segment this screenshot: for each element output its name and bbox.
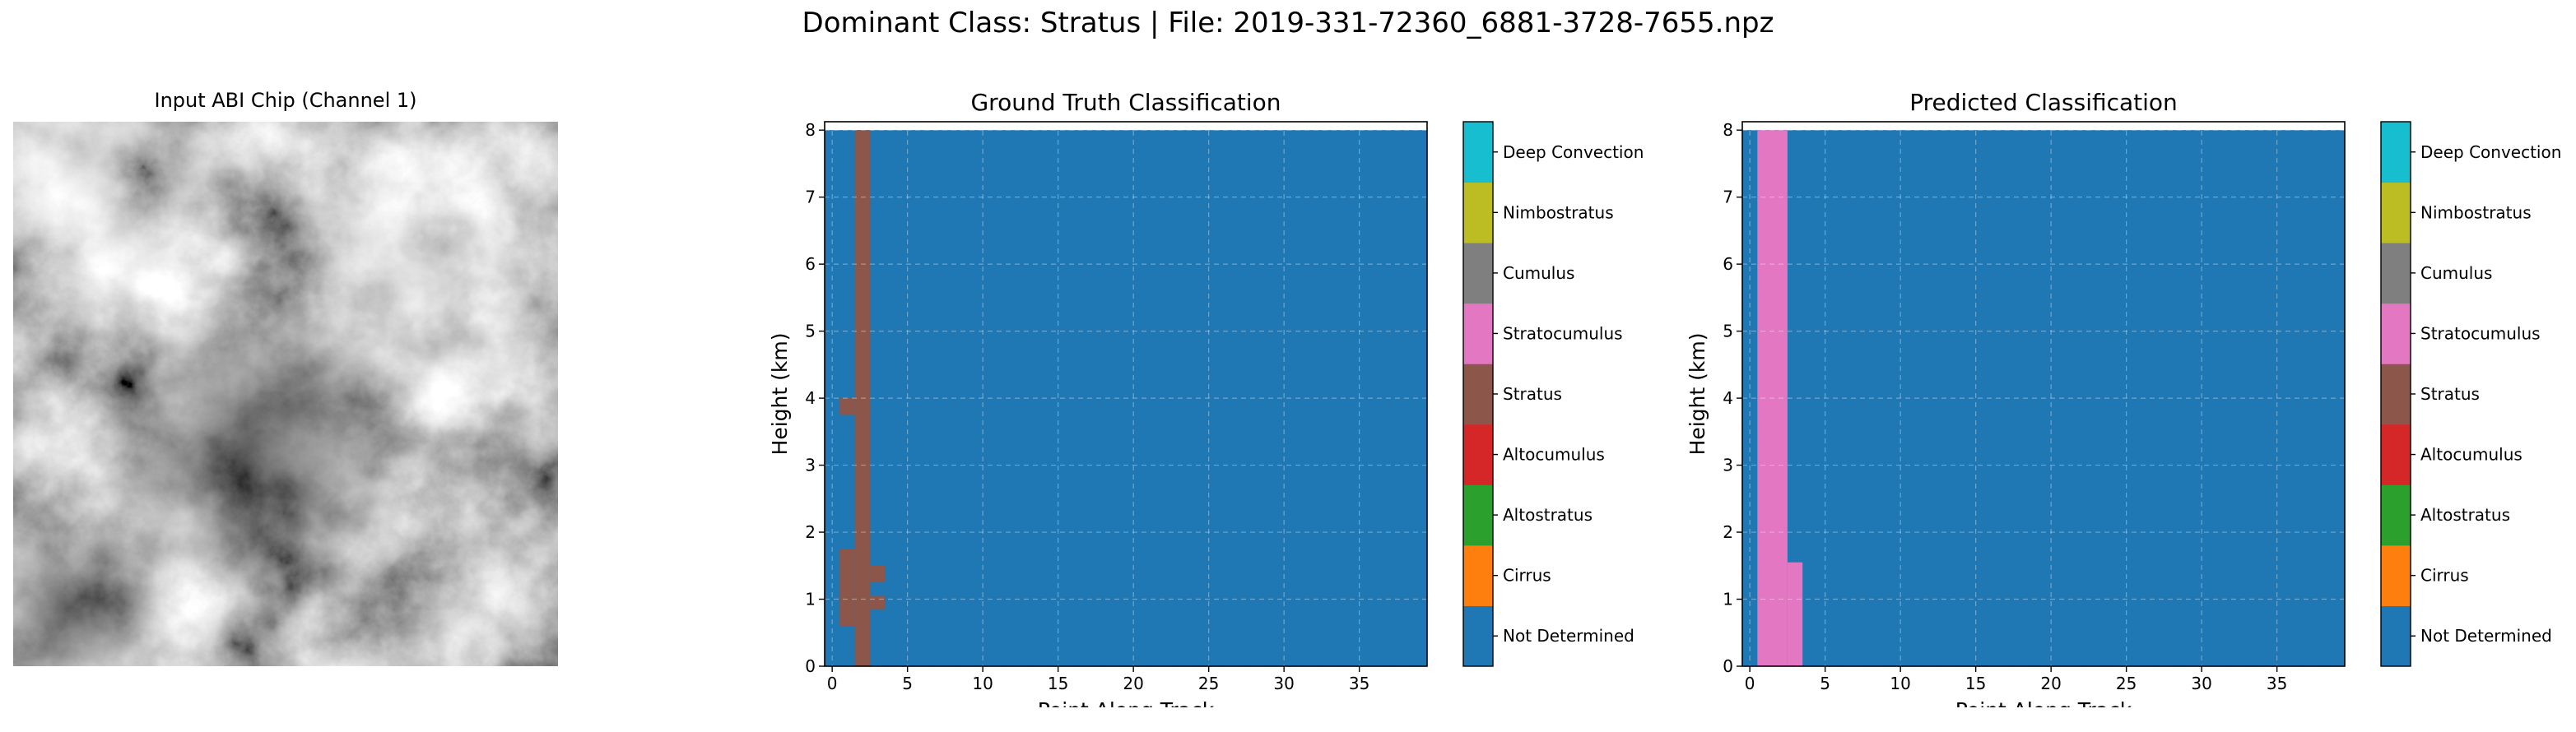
pred-colorbar-swatch — [2381, 484, 2411, 546]
abi-chip-image — [13, 122, 558, 666]
pred-colorbar-swatch — [2381, 364, 2411, 425]
pred-ytick-label: 3 — [1723, 456, 1733, 475]
pred-colorbar-label: Cumulus — [2420, 263, 2492, 283]
pred-xtick-label: 35 — [2267, 674, 2287, 693]
gt-colorbar-label: Altostratus — [1503, 505, 1593, 525]
gt-ytick-label: 8 — [805, 120, 816, 140]
pred-ytick-label: 4 — [1723, 388, 1733, 408]
pred-chart-title: Predicted Classification — [1909, 89, 2178, 116]
gt-ytick-label: 6 — [805, 254, 816, 274]
gt-xlabel: Point Along Track — [1038, 698, 1215, 707]
gt-colorbar-label: Deep Convection — [1503, 142, 1644, 162]
gt-colorbar-label: Cumulus — [1503, 263, 1574, 283]
gt-ytick-label: 0 — [805, 656, 816, 676]
pred-colorbar-swatch — [2381, 182, 2411, 243]
gt-ytick-label: 1 — [805, 590, 816, 609]
pred-colorbar-frame — [2380, 121, 2411, 667]
gt-xtick-label: 35 — [1349, 674, 1369, 693]
pred-axes-frame — [1741, 121, 2346, 667]
gt-colorbar-swatch — [1463, 182, 1493, 243]
pred-ytick-label: 1 — [1723, 590, 1733, 609]
gt-colorbar-label: Stratocumulus — [1503, 323, 1623, 343]
abi-chip-title: Input ABI Chip (Channel 1) — [154, 89, 417, 112]
gt-colorbar-swatch — [1463, 605, 1493, 667]
gt-colorbar-swatch — [1463, 122, 1493, 183]
gt-cell-stratus — [839, 549, 855, 627]
gt-xtick-label: 25 — [1198, 674, 1219, 693]
gt-ytick-label: 7 — [805, 188, 816, 207]
pred-xlabel: Point Along Track — [1955, 698, 2132, 707]
gt-colorbar-swatch — [1463, 484, 1493, 546]
pred-xtick-label: 30 — [2191, 674, 2211, 693]
pred-ytick-label: 5 — [1723, 322, 1733, 341]
gt-xtick-label: 10 — [972, 674, 993, 693]
gt-ytick-label: 2 — [805, 522, 816, 542]
gt-xtick-label: 30 — [1273, 674, 1294, 693]
pred-background-cells — [1742, 130, 2345, 666]
gt-colorbar-swatch — [1463, 544, 1493, 606]
pred-colorbar-swatch — [2381, 303, 2411, 364]
pred-xtick-label: 0 — [1745, 674, 1755, 693]
pred-ytick-label: 7 — [1723, 188, 1733, 207]
pred-colorbar-label: Cirrus — [2420, 566, 2469, 586]
gt-xtick-label: 15 — [1048, 674, 1068, 693]
gt-colorbar-swatch — [1463, 303, 1493, 364]
gt-colorbar-swatch — [1463, 424, 1493, 485]
gt-cell-stratus — [869, 565, 886, 583]
pred-ytick-label: 2 — [1723, 522, 1733, 542]
pred-colorbar-label: Not Determined — [2420, 626, 2552, 646]
gt-colorbar-swatch — [1463, 364, 1493, 425]
pred-colorbar-swatch — [2381, 243, 2411, 304]
pred-ytick-label: 0 — [1723, 656, 1733, 676]
pred-colorbar-label: Deep Convection — [2420, 142, 2561, 162]
gt-chart-title: Ground Truth Classification — [970, 89, 1281, 116]
pred-colorbar-swatch — [2381, 424, 2411, 485]
gt-ylabel: Height (km) — [768, 333, 792, 456]
pred-colorbar-swatch — [2381, 605, 2411, 667]
gt-xtick-label: 5 — [902, 674, 913, 693]
pred-colorbar-label: Stratocumulus — [2420, 323, 2541, 343]
gt-axes-frame — [824, 121, 1428, 667]
gt-xtick-label: 20 — [1123, 674, 1143, 693]
pred-xtick-label: 15 — [1965, 674, 1986, 693]
pred-colorbar-label: Stratus — [2420, 384, 2480, 404]
pred-cell-stratocumulus — [1787, 562, 1803, 666]
gt-colorbar-label: Stratus — [1503, 384, 1562, 404]
pred-xtick-label: 20 — [2040, 674, 2061, 693]
gt-colorbar-swatch — [1463, 243, 1493, 304]
gt-colorbar-frame — [1462, 121, 1494, 667]
pred-ytick-label: 6 — [1723, 254, 1733, 274]
pred-colorbar-swatch — [2381, 122, 2411, 183]
gt-colorbar-label: Nimbostratus — [1503, 202, 1614, 222]
gt-cell-stratus — [839, 398, 855, 415]
gt-colorbar-label: Not Determined — [1503, 626, 1634, 646]
pred-colorbar-label: Altocumulus — [2420, 445, 2523, 465]
gt-ytick-label: 5 — [805, 322, 816, 341]
gt-ytick-label: 4 — [805, 388, 816, 408]
pred-colorbar-swatch — [2381, 544, 2411, 606]
gt-colorbar-label: Altocumulus — [1503, 445, 1605, 465]
pred-ylabel: Height (km) — [1686, 333, 1709, 456]
pred-xtick-label: 10 — [1890, 674, 1910, 693]
pred-colorbar-label: Nimbostratus — [2420, 202, 2532, 222]
gt-xtick-label: 0 — [827, 674, 838, 693]
pred-ytick-label: 8 — [1723, 120, 1733, 140]
gt-colorbar-label: Cirrus — [1503, 566, 1551, 586]
gt-cell-stratus — [854, 130, 870, 666]
pred-cell-stratocumulus — [1757, 130, 1788, 666]
gt-background-cells — [825, 130, 1427, 666]
gt-ytick-label: 3 — [805, 456, 816, 475]
pred-xtick-label: 25 — [2116, 674, 2137, 693]
gt-cell-stratus — [869, 595, 886, 609]
pred-xtick-label: 5 — [1820, 674, 1830, 693]
figure-suptitle: Dominant Class: Stratus | File: 2019-331… — [802, 7, 1774, 39]
pred-colorbar-label: Altostratus — [2420, 505, 2510, 525]
